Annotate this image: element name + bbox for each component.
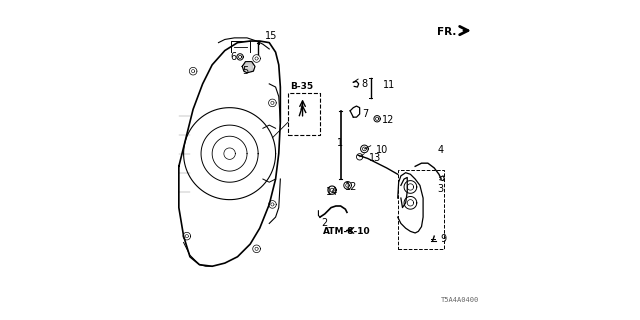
Text: 6: 6 xyxy=(230,52,237,62)
Text: T5A4A0400: T5A4A0400 xyxy=(440,297,479,303)
Text: 13: 13 xyxy=(369,153,381,164)
Text: 4: 4 xyxy=(438,146,444,156)
Text: 10: 10 xyxy=(376,146,388,156)
Text: 9: 9 xyxy=(440,234,447,244)
Bar xyxy=(288,93,320,135)
Text: FR.: FR. xyxy=(437,27,456,36)
Text: 1: 1 xyxy=(337,138,342,148)
Text: 15: 15 xyxy=(265,31,277,41)
Text: 12: 12 xyxy=(382,115,394,125)
Polygon shape xyxy=(244,63,252,69)
Text: B-35: B-35 xyxy=(290,82,313,91)
Bar xyxy=(397,170,444,249)
Text: 2: 2 xyxy=(321,219,328,228)
Text: 12: 12 xyxy=(346,182,358,192)
Text: 14: 14 xyxy=(326,187,338,197)
Text: 3: 3 xyxy=(437,184,444,194)
Text: 7: 7 xyxy=(362,109,368,119)
Text: ATM-8-10: ATM-8-10 xyxy=(323,227,371,236)
Text: 11: 11 xyxy=(383,79,396,90)
Text: 5: 5 xyxy=(243,66,248,76)
Text: 8: 8 xyxy=(362,79,368,89)
